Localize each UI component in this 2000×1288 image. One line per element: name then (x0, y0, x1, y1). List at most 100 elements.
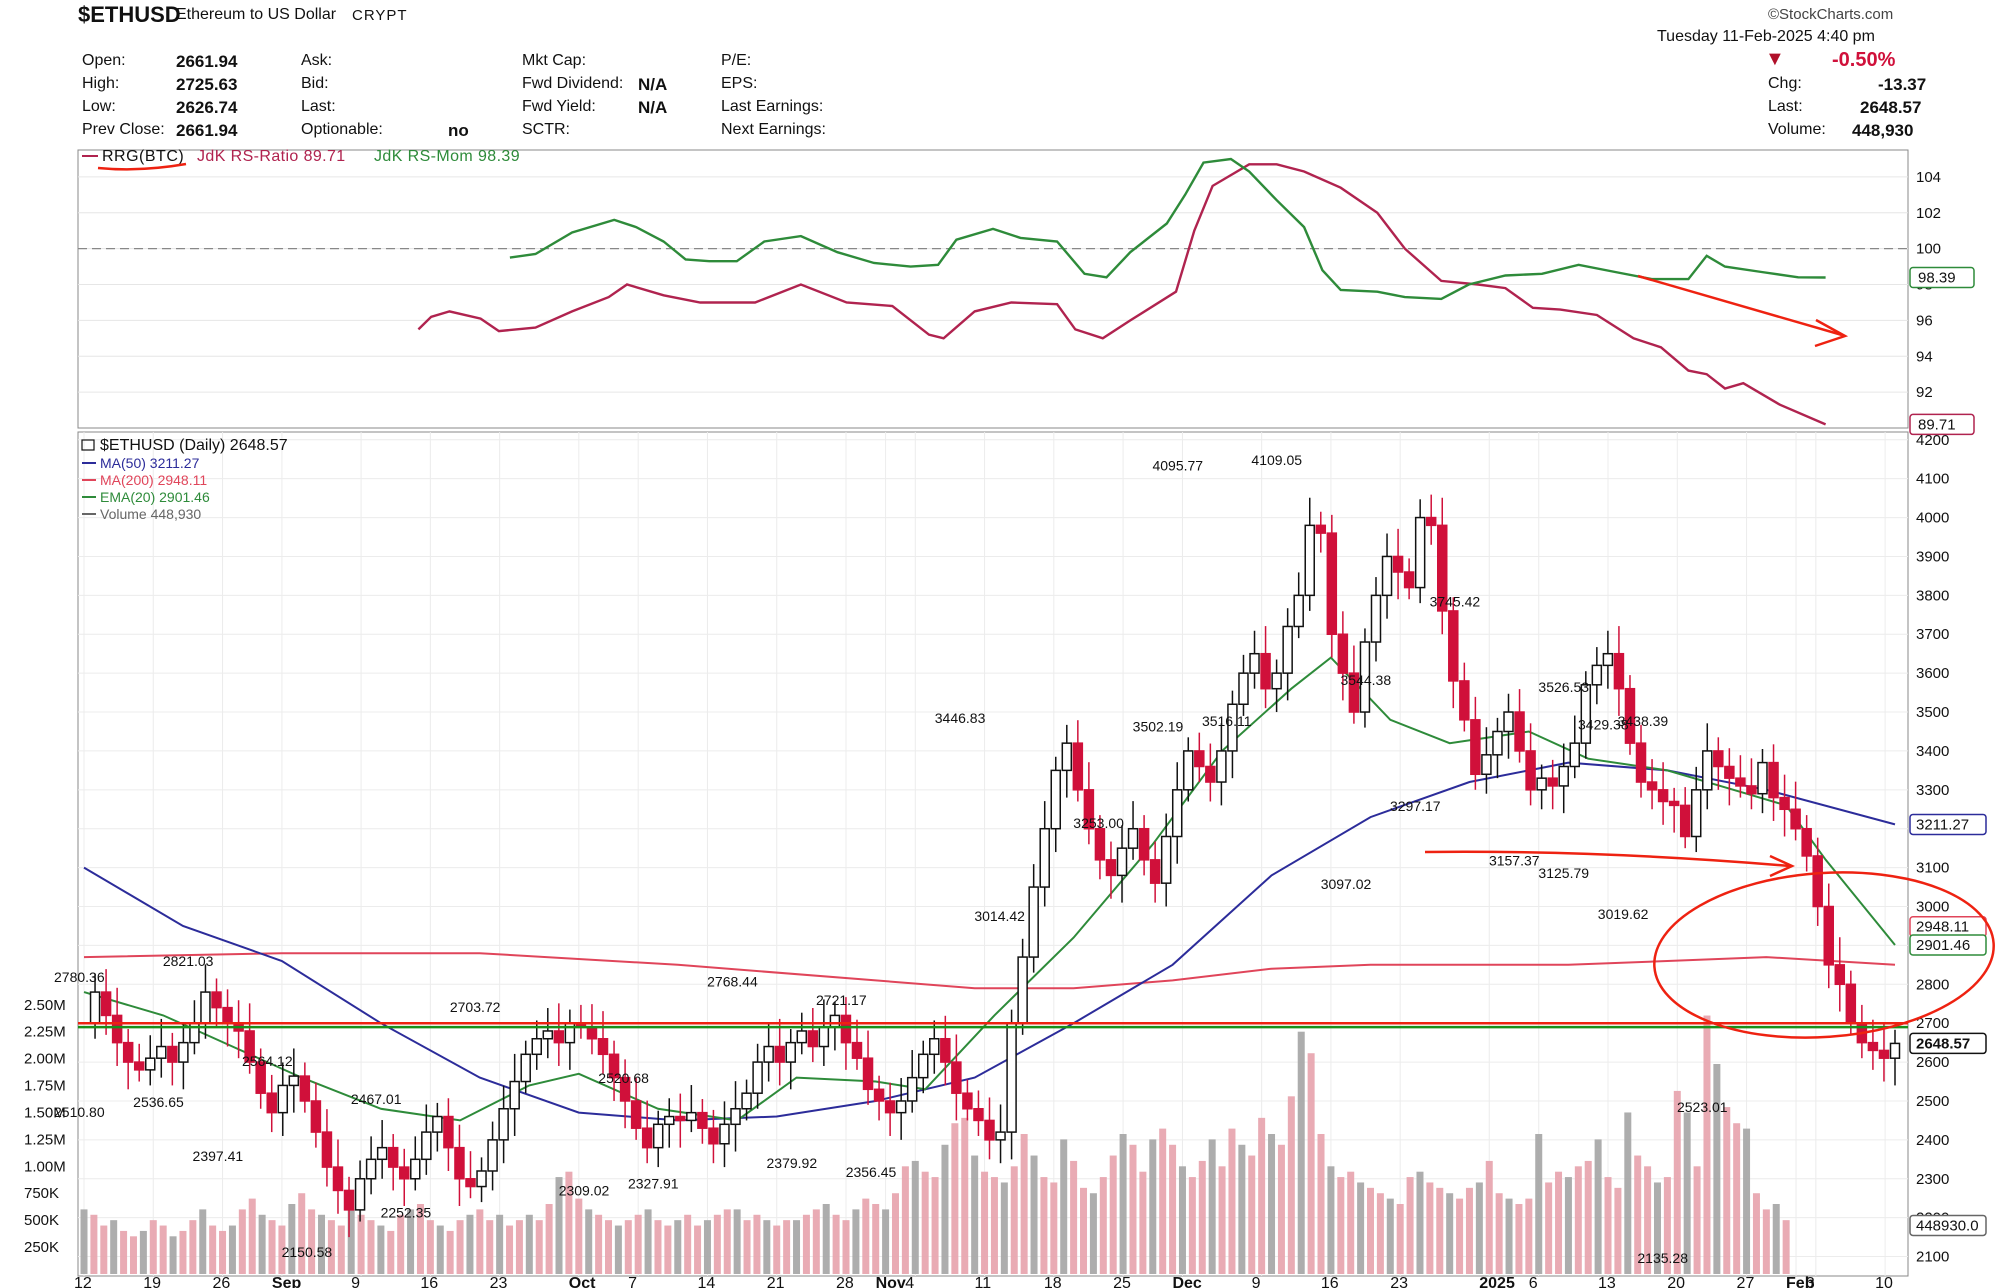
candle-body (1757, 761, 1768, 795)
volume-bar (416, 1204, 424, 1274)
ema20-line (83, 656, 1896, 1122)
right-value-box (1909, 813, 1987, 836)
volume-bar (1208, 1139, 1216, 1274)
volume-bar (1723, 1107, 1731, 1274)
candle-body (862, 1057, 874, 1091)
volume-bar (1505, 1198, 1513, 1274)
volume-bar (228, 1225, 236, 1274)
candle-body (1547, 777, 1558, 787)
candle-body (1348, 672, 1360, 713)
volume-bar (466, 1214, 474, 1274)
volume-bar (446, 1230, 454, 1274)
volume-bar (713, 1214, 721, 1274)
volume-axis-tick: 250K (24, 1239, 59, 1256)
stockcharts-logo[interactable]: ©StockCharts.com (1768, 6, 1894, 23)
volume-bar (872, 1204, 880, 1274)
volume-bar (1287, 1096, 1295, 1274)
price-annotation: 2523.01 (1677, 1099, 1728, 1115)
volume-bar (179, 1230, 187, 1274)
candle-body (498, 1108, 509, 1141)
candle-body (940, 1037, 951, 1063)
candle-body (1138, 827, 1150, 861)
candle-body (1602, 652, 1614, 667)
right-value-label: 2648.57 (1916, 1035, 1970, 1052)
price-y-tick: 2400 (1916, 1132, 1949, 1149)
price-y-tick: 3400 (1916, 743, 1949, 760)
price-legend-item: MA(200) 2948.11 (100, 472, 207, 488)
volume-bar (1624, 1112, 1632, 1274)
price-y-tick: 4000 (1916, 510, 1949, 527)
volume-bar (1268, 1134, 1276, 1274)
candle-body (1481, 754, 1492, 776)
quote-high-label: High: (82, 75, 120, 92)
price-y-tick: 3100 (1916, 860, 1949, 877)
volume-bar (723, 1209, 731, 1274)
volume-bar (1347, 1171, 1355, 1274)
volume-bar (219, 1230, 227, 1274)
x-tick-label: 13 (1598, 1275, 1616, 1288)
candle-body (630, 1100, 642, 1129)
candle-body (111, 1014, 123, 1044)
volume-bar (1169, 1144, 1177, 1274)
candle-body (343, 1189, 355, 1211)
x-tick-label: 2025 (1479, 1275, 1515, 1288)
candle-body (1668, 800, 1680, 807)
volume-bar (1446, 1193, 1454, 1274)
volume-bar (1317, 1134, 1325, 1274)
x-tick-label: 16 (1321, 1275, 1339, 1288)
price-annotation: 2510.80 (54, 1104, 105, 1120)
volume-bar (456, 1220, 464, 1274)
candle-body (1845, 983, 1857, 1024)
volume-bar (1396, 1204, 1404, 1274)
candle-body (586, 1026, 598, 1040)
volume-bar (159, 1225, 167, 1274)
price-y-tick: 4200 (1916, 432, 1949, 449)
candle-body (1094, 827, 1106, 861)
volume-bar (1129, 1144, 1137, 1274)
quote-bid-label: Bid: (301, 75, 329, 92)
volume-bar (1495, 1193, 1503, 1274)
candle-body (1006, 1022, 1017, 1133)
volume-bar (1367, 1187, 1375, 1274)
x-tick-label: 7 (628, 1275, 637, 1288)
price-annotation: 3014.42 (974, 908, 1025, 924)
candle-body (1326, 532, 1338, 635)
candle-body (597, 1037, 609, 1056)
volume-bar (565, 1171, 573, 1274)
candle-body (178, 1041, 189, 1063)
candle-body (476, 1170, 487, 1188)
volume-axis-tick: 1.00M (24, 1158, 66, 1175)
volume-bar (1149, 1139, 1157, 1274)
candle-body (211, 991, 222, 1009)
candle-body (906, 1076, 918, 1102)
volume-bar (1327, 1166, 1335, 1274)
price-y-tick: 2700 (1916, 1015, 1949, 1032)
volume-bar (644, 1209, 652, 1274)
volume-bar (545, 1204, 553, 1274)
volume-bar (129, 1236, 137, 1274)
candle-body (200, 991, 211, 1024)
candle-body (884, 1100, 896, 1114)
volume-bar (90, 1214, 98, 1274)
candle-body (1238, 672, 1249, 706)
volume-bar (1663, 1177, 1671, 1274)
volume-bar (614, 1225, 622, 1274)
volume-bar (248, 1198, 256, 1274)
volume-bar (397, 1214, 405, 1274)
volume-bar (585, 1209, 593, 1274)
price-y-tick: 3800 (1916, 587, 1949, 604)
quote-prevclose-label: Prev Close: (82, 121, 165, 138)
candle-body (873, 1088, 885, 1102)
quote-low-value: 2626.74 (176, 98, 238, 117)
trend-arrow-annotation (1637, 274, 1843, 337)
volume-bar (1545, 1182, 1553, 1274)
candle-body (1050, 769, 1062, 830)
volume-bar (1743, 1128, 1751, 1274)
candle-body (1271, 672, 1282, 690)
price-annotation: 4109.05 (1251, 452, 1302, 468)
candle-body (1735, 777, 1746, 787)
price-annotation: 3438.39 (1618, 713, 1669, 729)
volume-bar (1258, 1117, 1266, 1274)
volume-bar (981, 1171, 989, 1274)
